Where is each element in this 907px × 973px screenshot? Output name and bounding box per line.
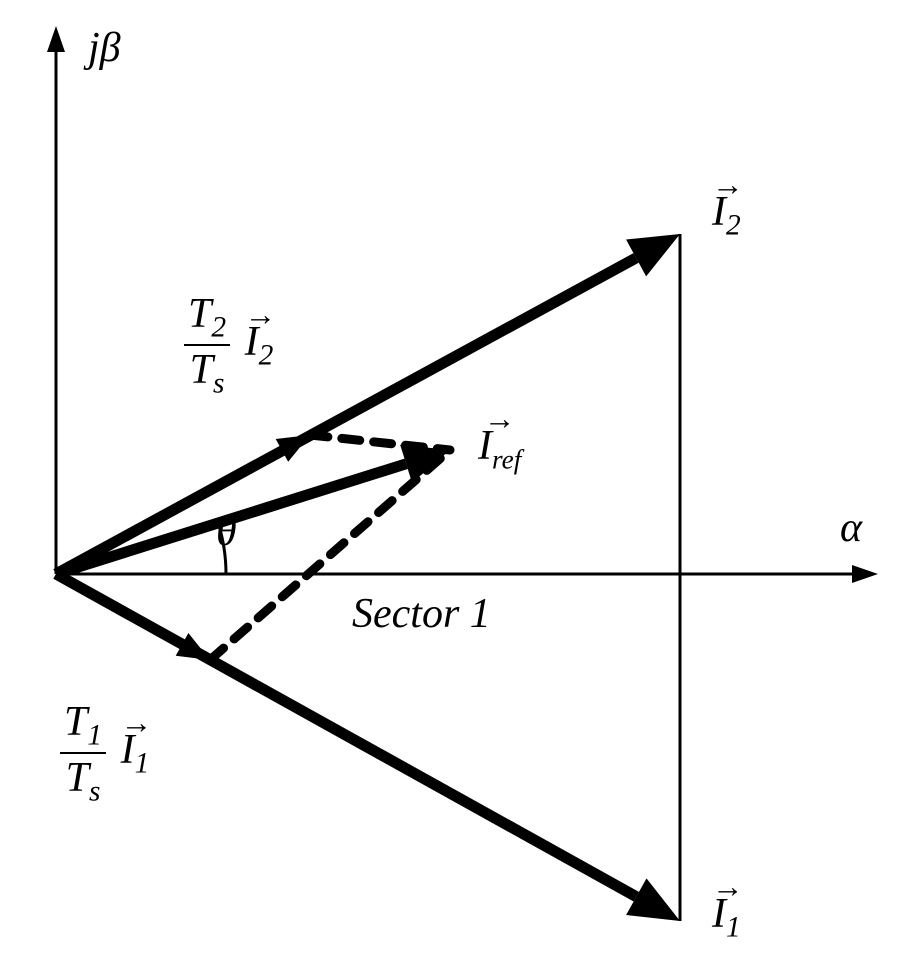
dashed-line-1 (310, 435, 450, 450)
angle-label-theta: θ (216, 508, 237, 556)
y-axis (47, 26, 65, 574)
axis-label-jbeta: jβ (88, 24, 121, 72)
axis-label-alpha: α (840, 504, 862, 552)
vector-T1I1 (56, 574, 210, 660)
label-I1: I1 (712, 890, 741, 944)
label-I2: I2 (712, 188, 741, 242)
vector-diagram (0, 0, 907, 973)
label-Iref: Iref (478, 422, 521, 475)
label-T1I1: T1 Ts I1 (60, 698, 149, 809)
sector-label: Sector 1 (352, 590, 491, 638)
x-axis (56, 565, 878, 583)
label-T2I2: T2 Ts I2 (184, 290, 273, 401)
